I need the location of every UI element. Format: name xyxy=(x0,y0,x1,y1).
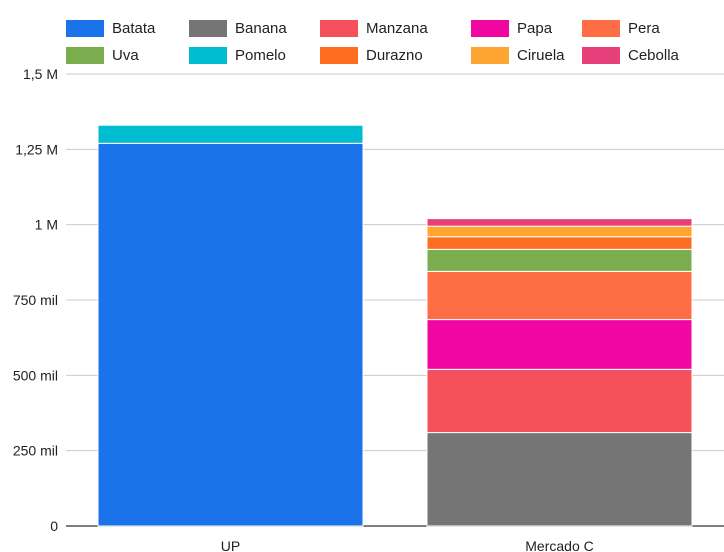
y-tick-label: 1,25 M xyxy=(15,141,58,157)
legend-label: Durazno xyxy=(366,46,423,64)
legend-swatch xyxy=(189,19,227,37)
legend-swatch xyxy=(189,46,227,64)
legend-label: Manzana xyxy=(366,19,428,37)
legend-label: Cebolla xyxy=(628,46,679,64)
legend-label: Uva xyxy=(112,46,139,64)
legend-swatch xyxy=(66,46,104,64)
legend-item-ciruela[interactable]: Ciruela xyxy=(471,44,565,66)
x-tick-label: UP xyxy=(221,538,240,552)
chart-legend: Batata Banana Manzana Papa Pera Uva Pomelo Dura… xyxy=(0,0,724,70)
bar-segment-batata-1[interactable] xyxy=(97,142,364,527)
y-tick-label: 1,5 M xyxy=(23,66,58,82)
legend-swatch xyxy=(66,19,104,37)
legend-label: Batata xyxy=(112,19,156,37)
bar-segment-papa-2[interactable] xyxy=(426,319,693,370)
bar-segment-cebolla-2[interactable] xyxy=(426,218,693,227)
legend-item-pera[interactable]: Pera xyxy=(582,17,660,39)
legend-swatch xyxy=(582,19,620,37)
legend-swatch xyxy=(320,19,358,37)
bar-segment-durazno-2[interactable] xyxy=(426,236,693,250)
legend-swatch xyxy=(582,46,620,64)
legend-swatch xyxy=(471,19,509,37)
bar-segment-manzana-2[interactable] xyxy=(426,368,693,434)
legend-swatch xyxy=(471,46,509,64)
legend-label: Banana xyxy=(235,19,287,37)
legend-label: Pomelo xyxy=(235,46,286,64)
y-tick-label: 750 mil xyxy=(13,292,58,308)
legend-item-batata[interactable]: Batata xyxy=(66,17,155,39)
y-axis: 0 250 mil 500 mil 750 mil 1 M 1,25 M 1,5 M xyxy=(13,66,58,534)
bar-segment-banana-2[interactable] xyxy=(426,432,693,527)
legend-item-manzana[interactable]: Manzana xyxy=(320,17,428,39)
legend-label: Papa xyxy=(517,19,553,37)
legend-item-banana[interactable]: Banana xyxy=(189,17,287,39)
y-tick-label: 250 mil xyxy=(13,443,58,459)
legend-item-pomelo[interactable]: Pomelo xyxy=(189,44,286,66)
y-tick-label: 0 xyxy=(50,518,58,534)
legend-item-uva[interactable]: Uva xyxy=(66,44,139,66)
y-tick-label: 500 mil xyxy=(13,367,58,383)
x-axis: UP Mercado C xyxy=(221,538,594,552)
legend-label: Ciruela xyxy=(517,46,565,64)
legend-item-durazno[interactable]: Durazno xyxy=(320,44,423,66)
legend-swatch xyxy=(320,46,358,64)
bar-group xyxy=(97,124,693,527)
bar-segment-pera-2[interactable] xyxy=(426,270,693,321)
legend-item-cebolla[interactable]: Cebolla xyxy=(582,44,679,66)
bar-segment-pomelo-1[interactable] xyxy=(97,124,364,144)
bar-segment-ciruela-2[interactable] xyxy=(426,225,693,238)
y-tick-label: 1 M xyxy=(35,217,58,233)
legend-item-papa[interactable]: Papa xyxy=(471,17,552,39)
legend-label: Pera xyxy=(628,19,660,37)
x-tick-label: Mercado C xyxy=(525,538,593,552)
bar-segment-uva-2[interactable] xyxy=(426,248,693,272)
